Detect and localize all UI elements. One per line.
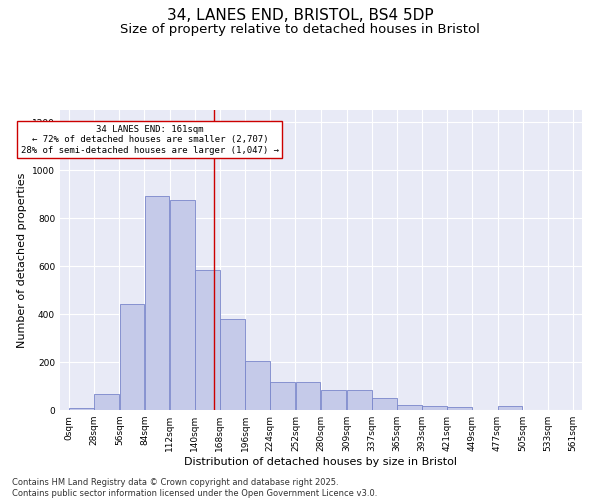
Bar: [220, 319, 245, 410]
Bar: [498, 406, 523, 410]
Bar: [397, 404, 422, 410]
X-axis label: Distribution of detached houses by size in Bristol: Distribution of detached houses by size …: [185, 457, 458, 467]
Y-axis label: Number of detached properties: Number of detached properties: [17, 172, 26, 348]
Bar: [422, 406, 447, 410]
Bar: [69, 408, 94, 410]
Bar: [145, 196, 169, 410]
Bar: [321, 390, 346, 410]
Bar: [119, 304, 144, 410]
Text: Size of property relative to detached houses in Bristol: Size of property relative to detached ho…: [120, 22, 480, 36]
Bar: [372, 398, 397, 410]
Bar: [296, 382, 320, 410]
Bar: [195, 270, 220, 410]
Bar: [170, 200, 194, 410]
Bar: [448, 407, 472, 410]
Bar: [245, 361, 270, 410]
Bar: [94, 394, 119, 410]
Bar: [271, 382, 295, 410]
Bar: [347, 390, 371, 410]
Text: Contains HM Land Registry data © Crown copyright and database right 2025.
Contai: Contains HM Land Registry data © Crown c…: [12, 478, 377, 498]
Text: 34, LANES END, BRISTOL, BS4 5DP: 34, LANES END, BRISTOL, BS4 5DP: [167, 8, 433, 22]
Text: 34 LANES END: 161sqm
← 72% of detached houses are smaller (2,707)
28% of semi-de: 34 LANES END: 161sqm ← 72% of detached h…: [21, 125, 279, 155]
